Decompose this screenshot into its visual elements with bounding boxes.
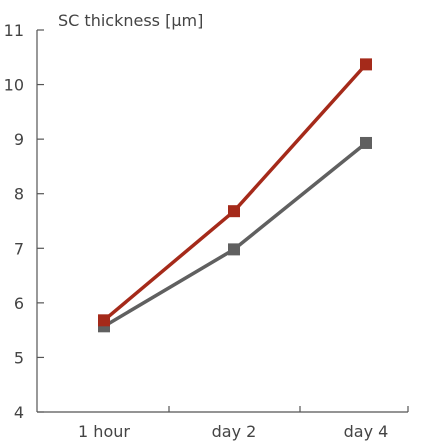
data-point xyxy=(228,205,240,218)
x-axis-ticks: 1 hour day 2 day 4 xyxy=(78,406,409,441)
y-tick-label: 10 xyxy=(4,76,24,95)
x-tick-label: day 2 xyxy=(212,422,257,441)
series-2 xyxy=(98,136,372,333)
series-line xyxy=(102,63,368,322)
y-axis-ticks: 4 5 6 7 8 9 10 11 xyxy=(4,21,44,422)
y-tick-label: 4 xyxy=(14,403,24,422)
y-tick-label: 5 xyxy=(14,348,24,367)
data-point xyxy=(228,243,240,256)
y-tick-label: 9 xyxy=(14,130,24,149)
series-line xyxy=(103,141,368,328)
series-1 xyxy=(98,58,372,327)
data-point xyxy=(360,136,372,149)
x-tick-label: day 4 xyxy=(344,422,389,441)
y-tick-label: 7 xyxy=(14,239,24,258)
data-point xyxy=(360,58,372,71)
y-axis-label: SC thickness [µm] xyxy=(58,11,203,30)
y-tick-label: 6 xyxy=(14,294,24,313)
y-tick-label: 11 xyxy=(4,21,24,40)
data-point xyxy=(98,314,110,327)
y-tick-label: 8 xyxy=(14,185,24,204)
x-tick-label: 1 hour xyxy=(78,422,130,441)
series-layer xyxy=(98,58,372,333)
